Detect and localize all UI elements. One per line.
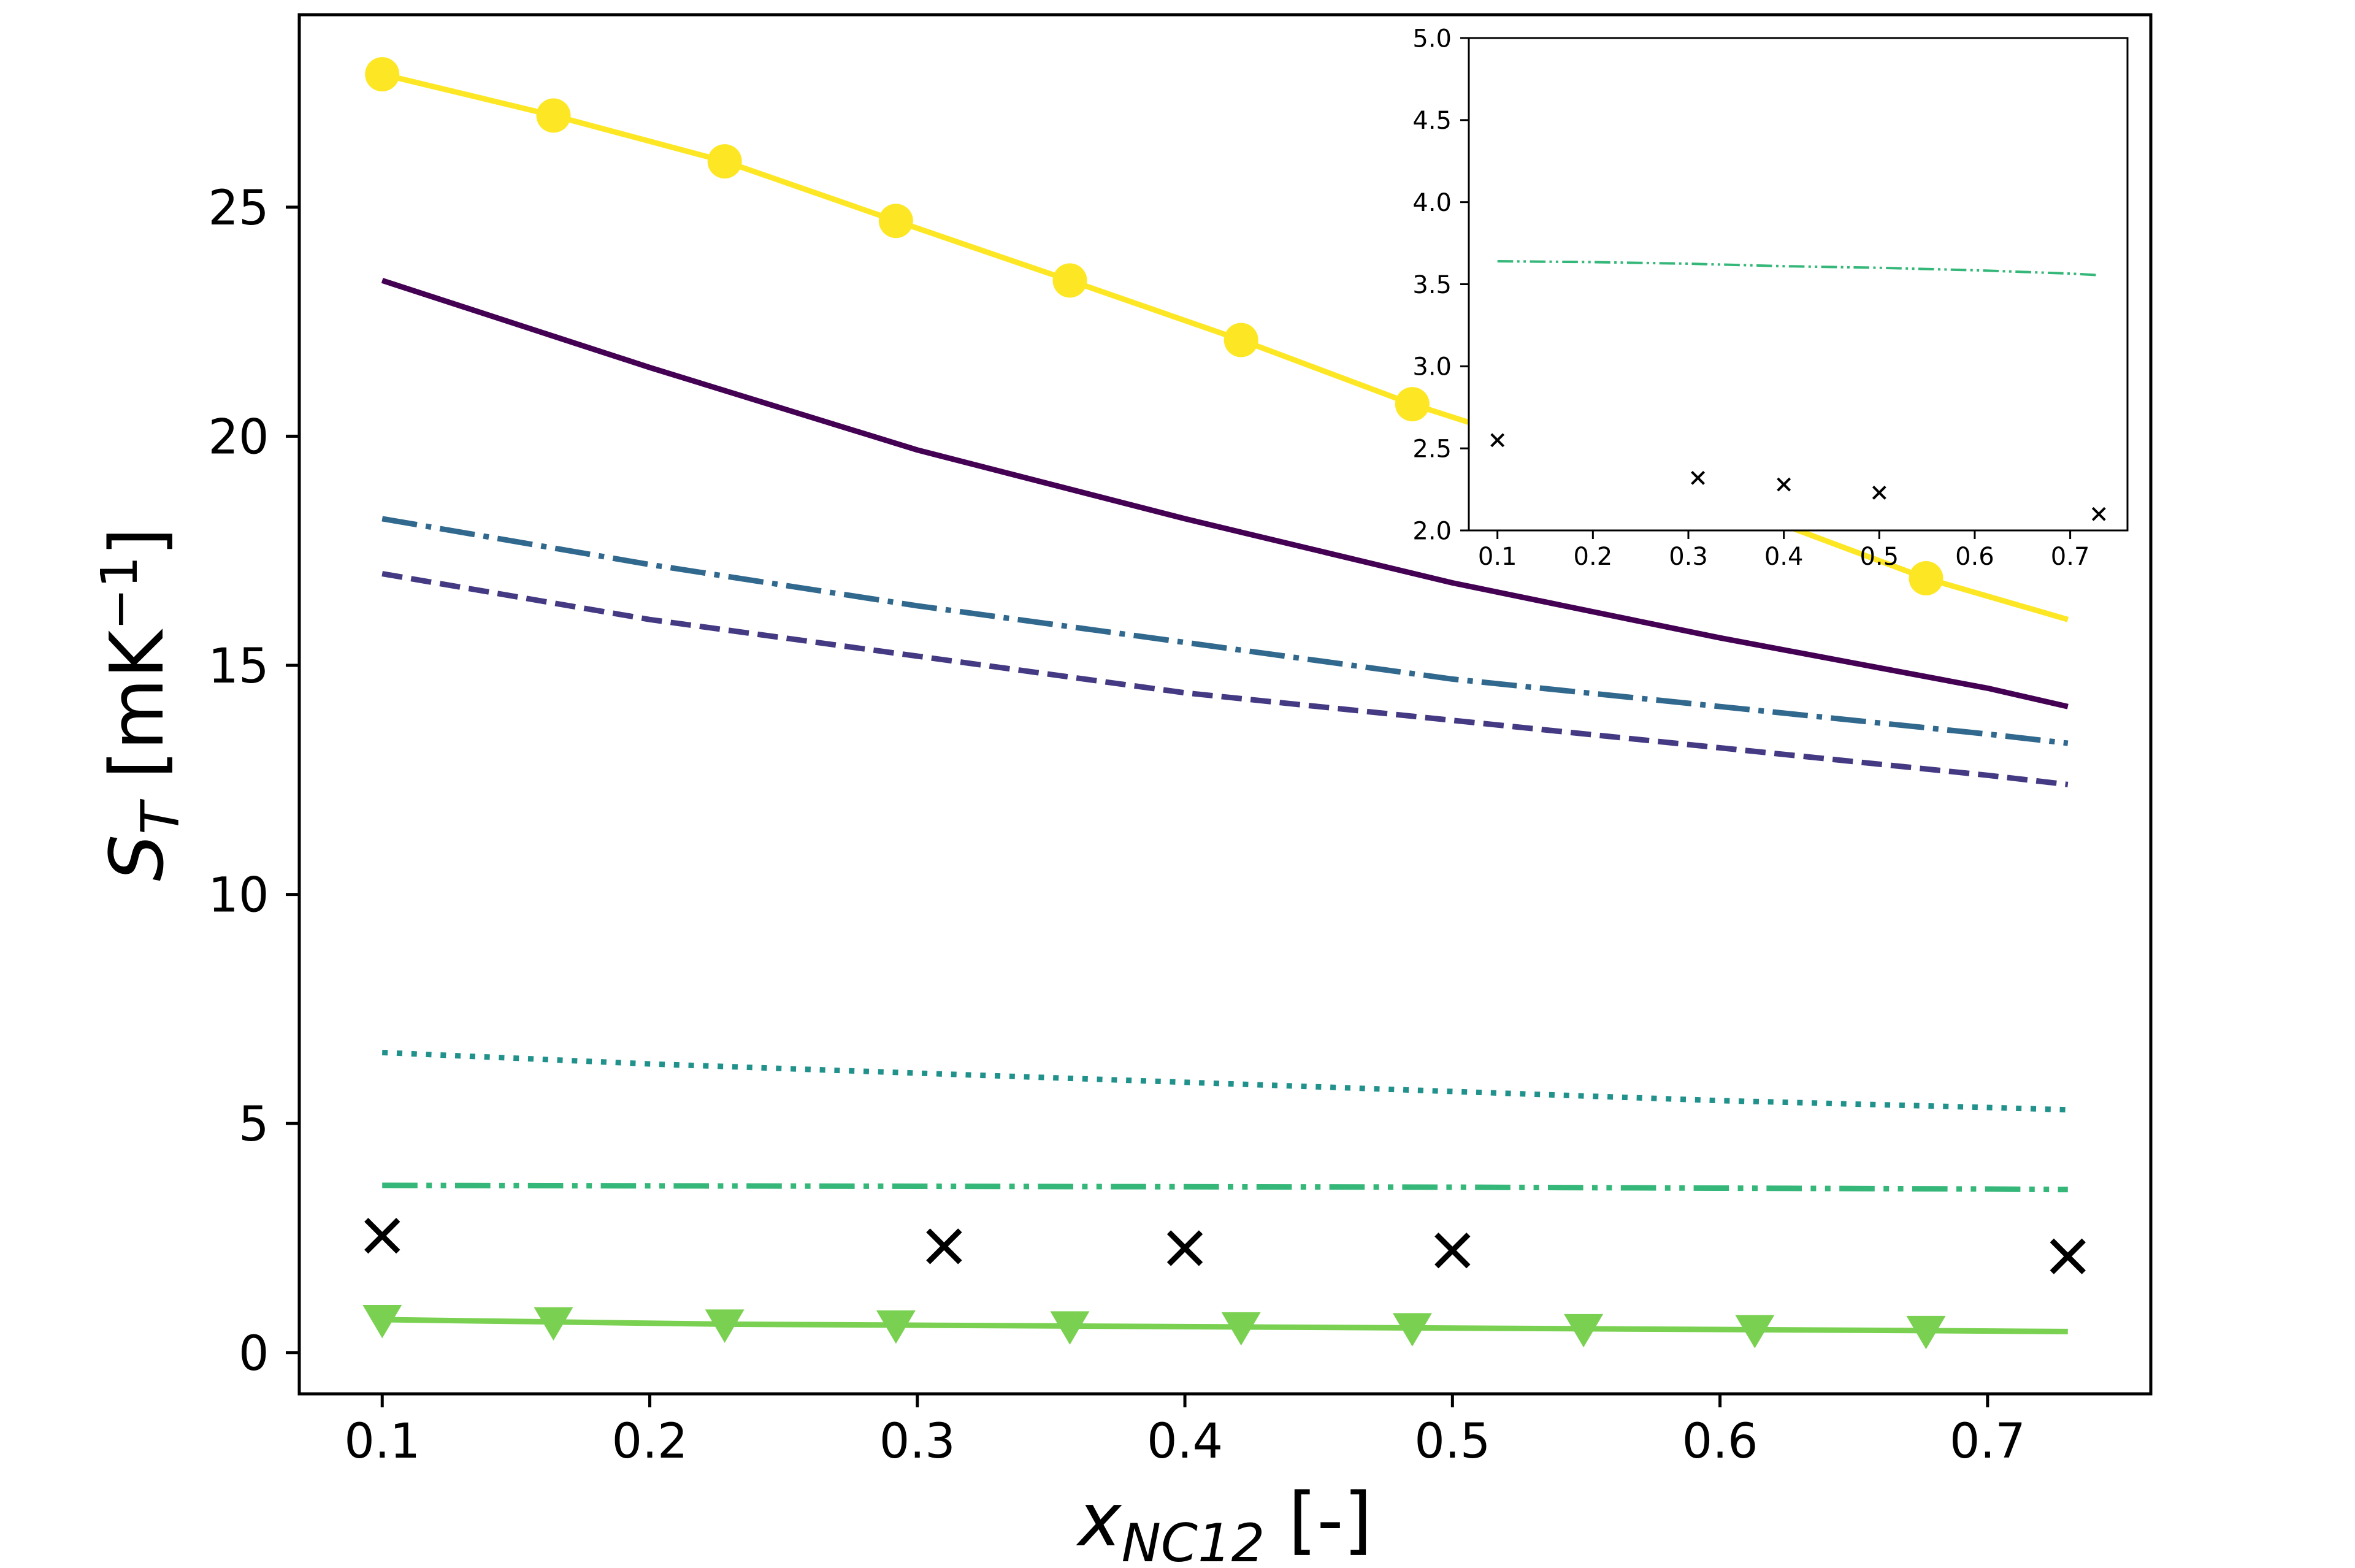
inset-x-tick-label: 0.6 — [1955, 543, 1994, 571]
main-series-6-point — [1735, 1315, 1775, 1348]
main-series-5-line — [382, 1182, 2068, 1193]
main-y-tick-label: 10 — [208, 868, 269, 924]
inset-y-tick-label: 4.0 — [1412, 189, 1452, 217]
main-y-tick-label: 25 — [208, 181, 269, 236]
inset-x-tick-label: 0.4 — [1764, 543, 1804, 571]
main-series-0-point — [365, 57, 400, 92]
inset-series-clip — [1490, 260, 2106, 521]
inset-x-tick-label: 0.2 — [1574, 543, 1613, 571]
main-plot: 0.1 0.2 0.3 0.4 0.5 0.6 0.7 0 5 10 15 20 25 xNC12 [… — [91, 13, 2153, 1568]
inset-x-ticks: 0.1 0.2 0.3 0.4 0.5 0.6 0.7 — [1478, 530, 2090, 571]
main-y-tick-label: 0 — [239, 1326, 269, 1382]
main-x-tick-label: 0.6 — [1682, 1414, 1758, 1469]
main-series-6-point — [1564, 1314, 1604, 1348]
inset-y-tick-label: 5.0 — [1412, 25, 1452, 53]
main-series-1 — [381, 278, 2069, 709]
main-series-5 — [382, 1182, 2068, 1193]
main-series-2 — [381, 516, 2069, 746]
main-x-tick-label: 0.4 — [1147, 1414, 1223, 1469]
main-series-0-point — [1909, 561, 1943, 595]
main-axes-frame — [297, 13, 2153, 1396]
main-series-2-line — [381, 516, 2069, 746]
main-series-6-point — [1906, 1315, 1946, 1350]
main-series-7-point — [1166, 1230, 1203, 1266]
main-y-ticks: 0 5 10 15 20 25 — [208, 181, 299, 1382]
inset-x-tick-label: 0.7 — [2051, 543, 2090, 571]
y-axis-label-sub: T — [130, 798, 191, 835]
main-y-tick-label: 20 — [208, 410, 269, 465]
main-y-tick-label: 15 — [208, 639, 269, 694]
inset-series-1-point — [1872, 486, 1886, 500]
main-series-3 — [381, 571, 2069, 787]
main-y-tick-label: 5 — [239, 1097, 269, 1152]
main-x-tick-label: 0.3 — [879, 1414, 955, 1469]
main-series-3-line — [381, 571, 2069, 787]
y-axis-label-close: ] — [95, 527, 180, 556]
main-series-1-line — [381, 278, 2069, 709]
y-axis-label-main: S — [95, 835, 180, 881]
main-series-0-point — [1223, 323, 1258, 358]
main-series-4 — [382, 1049, 2068, 1113]
inset-y-ticks: 2.0 2.5 3.0 3.5 4.0 4.5 5.0 — [1412, 25, 1469, 545]
main-series-0-point — [536, 98, 571, 133]
main-x-tick-label: 0.1 — [344, 1414, 420, 1469]
x-axis-label-main: x — [1076, 1478, 1123, 1563]
inset-x-tick-label: 0.3 — [1669, 543, 1708, 571]
inset-series-1-point — [1490, 433, 1505, 448]
inset-series-1-point — [1691, 470, 1705, 485]
main-series-0-point — [1052, 263, 1087, 298]
main-series-0-point — [878, 204, 913, 239]
main-x-tick-label: 0.7 — [1950, 1414, 2026, 1469]
inset-axes-frame — [1468, 37, 2129, 532]
main-series-7-point — [2050, 1238, 2086, 1275]
inset-y-tick-label: 3.5 — [1412, 271, 1452, 299]
main-series-6-point — [362, 1304, 402, 1339]
y-axis-label: ST [mK−1] — [91, 527, 191, 881]
inset-series-1 — [1490, 433, 2106, 521]
main-series-6-point — [1221, 1312, 1261, 1346]
main-x-ticks: 0.1 0.2 0.3 0.4 0.5 0.6 0.7 — [344, 1394, 2026, 1469]
x-axis-label: xNC12 [-] — [1076, 1478, 1373, 1568]
inset-y-tick-label: 4.5 — [1412, 107, 1452, 135]
inset-background — [1469, 38, 2127, 530]
main-series-7-point — [364, 1218, 400, 1254]
main-x-tick-label: 0.5 — [1414, 1414, 1490, 1469]
main-series-4-line — [382, 1049, 2068, 1113]
main-series-6-point — [705, 1309, 745, 1343]
inset-y-tick-label: 2.0 — [1412, 517, 1452, 545]
main-series-0 — [365, 57, 2069, 622]
inset-y-tick-label: 3.0 — [1412, 353, 1452, 381]
x-axis-label-suffix: [-] — [1265, 1478, 1372, 1563]
main-series-6-point — [876, 1310, 916, 1344]
main-series-6 — [362, 1304, 2068, 1350]
main-series-7-point — [1434, 1232, 1471, 1269]
main-series-7 — [364, 1218, 2086, 1275]
main-series-6-point — [1392, 1313, 1432, 1347]
inset-y-tick-label: 2.5 — [1412, 435, 1452, 464]
main-series-6-point — [534, 1307, 573, 1341]
y-axis-label-suffix: [mK — [95, 628, 180, 802]
inset-x-tick-label: 0.5 — [1859, 543, 1899, 571]
main-series-clip — [362, 57, 2086, 1350]
inset-series-1-point — [2091, 507, 2106, 521]
main-series-6-point — [1050, 1311, 1090, 1345]
inset-plot: 0.1 0.2 0.3 0.4 0.5 0.6 0.7 2.0 2.5 3.0 3.5 4.0 4.5… — [1412, 25, 2129, 571]
main-series-7-point — [926, 1228, 962, 1264]
inset-series-0 — [1497, 260, 2099, 277]
x-axis-label-sub: NC12 — [1122, 1513, 1265, 1568]
inset-series-layer — [1490, 260, 2106, 521]
main-x-tick-label: 0.2 — [611, 1414, 687, 1469]
main-series-0-point — [1395, 387, 1430, 422]
inset-series-0-line — [1497, 260, 2099, 277]
inset-x-tick-label: 0.1 — [1478, 543, 1517, 571]
main-series-layer — [362, 57, 2086, 1350]
main-series-0-point — [707, 144, 742, 179]
y-axis-label-sup: −1 — [91, 556, 149, 630]
inset-series-1-point — [1777, 477, 1791, 492]
